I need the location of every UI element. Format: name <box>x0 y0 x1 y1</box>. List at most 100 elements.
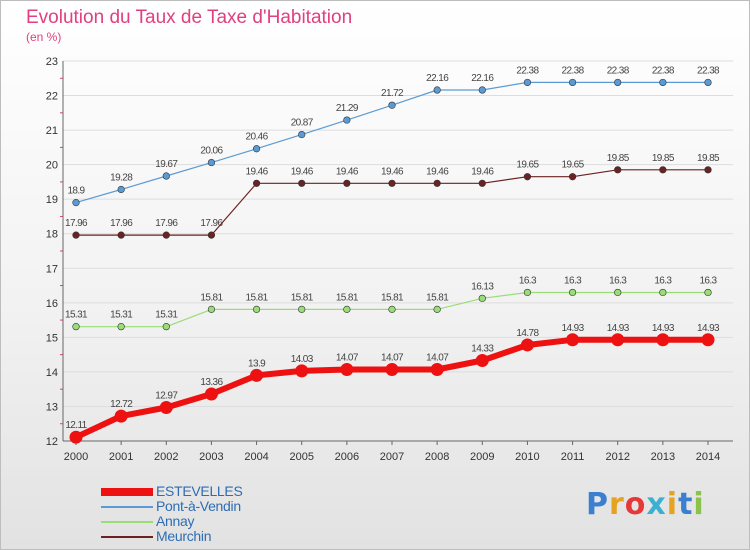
data-label-annay: 15.31 <box>65 310 88 321</box>
data-point-pont-a-vendin <box>298 130 306 139</box>
data-label-meurchin: 19.85 <box>607 153 630 164</box>
data-point-estevelles <box>385 362 399 376</box>
data-point-estevelles <box>701 333 715 347</box>
data-point-meurchin <box>298 179 306 187</box>
data-label-meurchin: 17.96 <box>155 218 178 229</box>
data-point-pont-a-vendin <box>478 86 486 94</box>
legend-swatch <box>101 536 153 538</box>
data-point-meurchin <box>207 231 216 239</box>
logo-letter: t <box>678 487 694 522</box>
data-point-meurchin <box>388 179 396 187</box>
legend-label: Annay <box>156 513 195 529</box>
data-label-estevelles: 14.93 <box>562 323 585 334</box>
data-point-pont-a-vendin <box>207 158 216 167</box>
data-point-meurchin <box>117 231 125 239</box>
data-label-annay: 15.81 <box>336 292 359 303</box>
y-tick-label: 12 <box>46 436 58 448</box>
data-point-pont-a-vendin <box>162 172 170 180</box>
data-label-pont-a-vendin: 22.38 <box>607 65 630 76</box>
data-label-annay: 15.81 <box>246 292 269 303</box>
data-point-pont-a-vendin <box>614 78 622 87</box>
data-label-meurchin: 19.65 <box>516 160 539 171</box>
data-point-annay <box>568 288 577 297</box>
data-label-annay: 16.13 <box>471 281 494 292</box>
data-label-meurchin: 19.46 <box>291 166 314 177</box>
data-point-annay <box>659 288 667 297</box>
data-label-pont-a-vendin: 22.38 <box>697 65 720 76</box>
data-label-pont-a-vendin: 20.06 <box>200 146 223 157</box>
legend-swatch <box>101 521 153 523</box>
data-label-estevelles: 14.07 <box>426 352 449 363</box>
logo-letter: i <box>666 487 679 522</box>
legend-label: Meurchin <box>156 528 212 544</box>
data-point-estevelles <box>295 364 309 378</box>
data-label-annay: 15.81 <box>426 292 449 303</box>
data-label-annay: 15.31 <box>155 310 178 321</box>
data-label-annay: 15.81 <box>381 292 404 303</box>
data-label-estevelles: 14.93 <box>697 323 720 334</box>
legend-label: ESTEVELLES <box>156 483 243 499</box>
data-point-annay <box>704 288 712 297</box>
data-label-pont-a-vendin: 20.87 <box>291 118 314 129</box>
data-point-annay <box>207 305 216 313</box>
data-point-meurchin <box>252 179 261 187</box>
data-point-annay <box>162 323 170 331</box>
y-tick-label: 18 <box>46 229 58 241</box>
y-tick-label: 22 <box>46 91 58 103</box>
data-point-meurchin <box>72 231 80 239</box>
data-point-meurchin <box>568 173 577 181</box>
data-label-estevelles: 14.93 <box>607 323 630 334</box>
y-tick-label: 15 <box>46 332 58 344</box>
data-label-pont-a-vendin: 21.29 <box>336 103 359 114</box>
y-tick-label: 20 <box>46 160 58 172</box>
data-label-annay: 16.3 <box>519 275 537 286</box>
data-label-annay: 15.81 <box>200 292 223 303</box>
data-point-annay <box>388 305 396 313</box>
data-label-pont-a-vendin: 22.38 <box>516 65 539 76</box>
data-label-annay: 16.3 <box>609 275 627 286</box>
x-tick-label: 2013 <box>651 451 675 463</box>
x-tick-label: 2000 <box>64 451 88 463</box>
logo-letter: i <box>693 487 705 522</box>
x-tick-label: 2009 <box>470 451 494 463</box>
data-label-meurchin: 17.96 <box>200 218 223 229</box>
unit-label: (en %) <box>26 30 62 44</box>
data-point-annay <box>298 305 306 313</box>
data-point-annay <box>343 305 351 313</box>
data-point-pont-a-vendin <box>252 145 261 153</box>
data-label-meurchin: 19.85 <box>652 153 675 164</box>
data-label-pont-a-vendin: 22.16 <box>471 73 494 84</box>
data-label-annay: 15.31 <box>110 310 133 321</box>
x-tick-label: 2005 <box>289 451 313 463</box>
x-tick-label: 2003 <box>199 451 223 463</box>
y-tick-label: 13 <box>46 401 58 413</box>
data-label-annay: 16.3 <box>564 275 582 286</box>
x-tick-label: 2006 <box>335 451 359 463</box>
data-label-estevelles: 14.03 <box>291 354 314 365</box>
data-label-pont-a-vendin: 22.38 <box>652 65 675 76</box>
data-point-estevelles <box>430 362 444 376</box>
data-label-pont-a-vendin: 18.9 <box>67 186 85 197</box>
data-point-estevelles <box>69 430 83 444</box>
data-point-estevelles <box>250 368 264 382</box>
data-point-pont-a-vendin <box>659 78 667 87</box>
legend-swatch <box>101 506 153 508</box>
data-label-estevelles: 13.36 <box>200 377 223 388</box>
data-label-estevelles: 13.9 <box>248 358 266 369</box>
data-label-annay: 15.81 <box>291 292 314 303</box>
data-point-annay <box>523 288 532 297</box>
data-label-estevelles: 14.93 <box>652 323 675 334</box>
data-label-meurchin: 17.96 <box>65 218 88 229</box>
data-label-meurchin: 19.46 <box>471 166 494 177</box>
page-title: Evolution du Taux de Taxe d'Habitation <box>26 7 353 28</box>
x-tick-label: 2012 <box>605 451 629 463</box>
data-point-pont-a-vendin <box>568 78 577 87</box>
data-point-meurchin <box>659 166 667 174</box>
logo-letter: x <box>646 487 667 522</box>
x-tick-label: 2011 <box>561 451 585 463</box>
data-point-annay <box>117 323 125 331</box>
data-point-meurchin <box>162 231 170 239</box>
y-tick-label: 21 <box>46 125 58 137</box>
data-label-meurchin: 19.46 <box>336 166 359 177</box>
